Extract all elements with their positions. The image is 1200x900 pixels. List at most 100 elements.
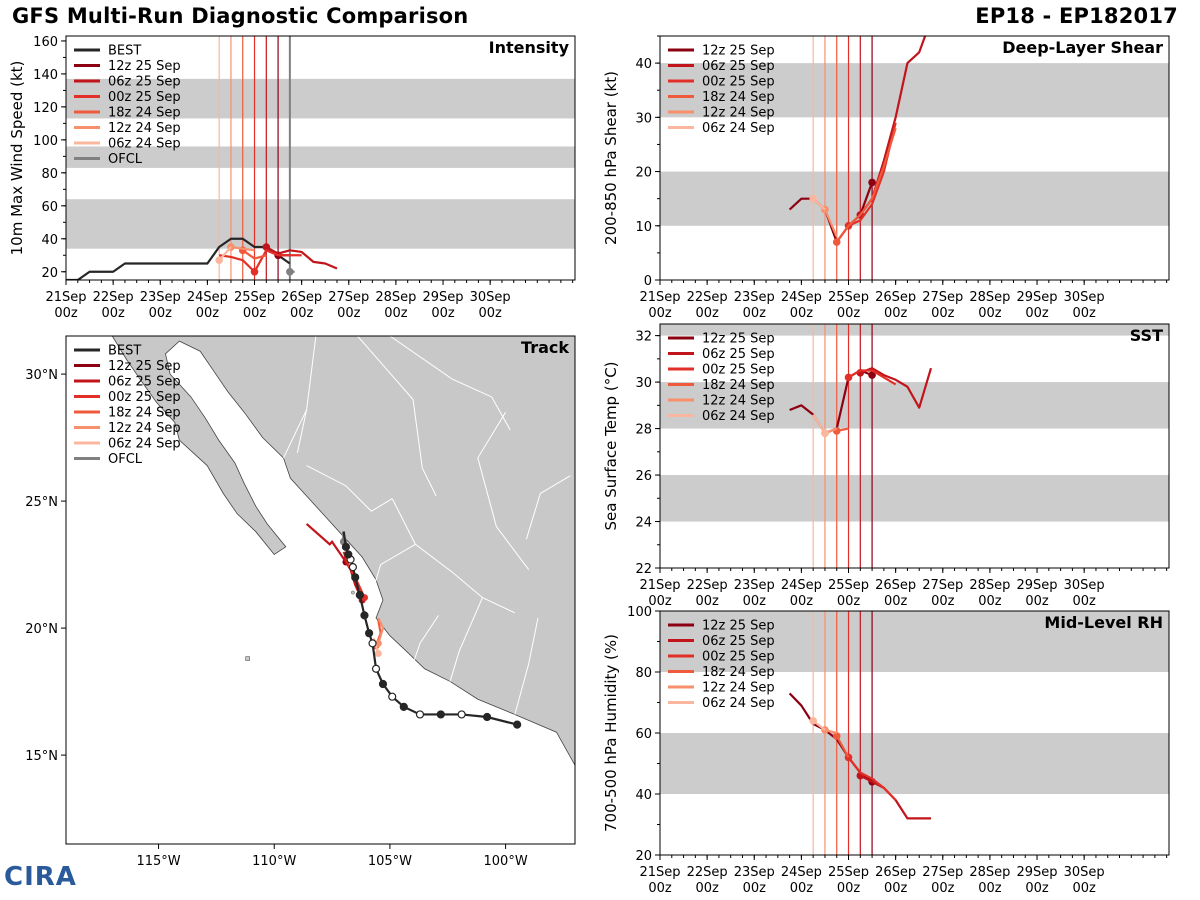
sst-marker-run_06z24 [821, 429, 829, 438]
intensity-xtick-label: 00z [431, 306, 455, 321]
sst-ytick-label: 32 [635, 330, 652, 345]
shear-xtick-label: 28Sep [969, 290, 1010, 305]
rh-xtick-label: 25Sep [828, 865, 869, 880]
intensity-legend-label-best: BEST [108, 44, 141, 59]
rh-xtick-label: 24Sep [781, 865, 822, 880]
shear-band-0 [660, 171, 1169, 226]
rh-xtick-label: 00z [1025, 881, 1049, 896]
intensity-legend-label-run_06z25: 06z 25 Sep [108, 75, 181, 90]
rh-marker-run_06z24 [809, 717, 817, 725]
sst-xtick-label: 00z [648, 594, 672, 609]
sst-marker-run_18z24 [832, 427, 841, 435]
track-best-point [378, 679, 388, 689]
sst-ytick-label: 24 [635, 516, 652, 531]
intensity-legend-label-run_12z25: 12z 25 Sep [108, 59, 181, 74]
sst-ytick-label: 28 [635, 423, 652, 438]
sst-legend-label-run_06z24: 06z 24 Sep [702, 409, 775, 424]
track-plot-area [66, 336, 575, 767]
track-best-point [399, 702, 408, 711]
shear-xtick-label: 23Sep [734, 290, 775, 305]
state-border-8 [514, 617, 539, 715]
shear-xtick-label: 00z [978, 306, 1002, 321]
sst-xtick-label: 26Sep [875, 578, 916, 593]
intensity-ytick-label: 20 [41, 266, 58, 281]
shear-xtick-label: 30Sep [1064, 290, 1105, 305]
intensity-xtick-label: 30Sep [470, 290, 511, 305]
track-panel-title: Track [521, 338, 569, 357]
intensity-xtick-label: 00z [149, 306, 173, 321]
shear-xtick-label: 00z [1025, 306, 1049, 321]
shear-panel-title: Deep-Layer Shear [1002, 38, 1163, 57]
track-run-run_06z25 [305, 523, 364, 601]
sst-xtick-label: 00z [695, 594, 719, 609]
intensity-legend-label-run_18z24: 18z 24 Sep [108, 106, 181, 121]
intensity-xtick-label: 00z [54, 306, 78, 321]
shear-ytick-label: 0 [644, 274, 652, 289]
sst-frame [659, 323, 1170, 569]
rh-plot-area [660, 611, 1169, 855]
shear-legend-label-run_06z24: 06z 24 Sep [702, 121, 775, 136]
panel-sst: 22242628303221Sep00z22Sep00z23Sep00z24Se… [602, 323, 1170, 609]
shear-band-1 [660, 63, 1169, 118]
rh-xtick-label: 00z [790, 881, 814, 896]
panel-track: 115°W 110°W 105°W 100°W 15°N 20°N 25°N 30°N Trac… [25, 335, 576, 869]
sst-ytick-label: 30 [635, 376, 652, 391]
shear-xtick-label: 00z [790, 306, 814, 321]
track-best-point [355, 590, 364, 600]
intensity-ytick-label: 100 [33, 134, 58, 149]
intensity-band-2 [66, 78, 575, 119]
shear-legend-label-run_06z25: 06z 25 Sep [702, 59, 775, 74]
rh-legend-label-run_12z25: 12z 25 Sep [702, 619, 775, 634]
sst-band-0 [660, 475, 1169, 522]
shear-xtick-label: 22Sep [687, 290, 728, 305]
track-xtick-label: 105°W [368, 854, 412, 869]
shear-legend-label-run_00z25: 00z 25 Sep [702, 75, 775, 90]
track-best-point [360, 611, 369, 620]
intensity-ytick-label: 140 [33, 68, 58, 83]
rh-ytick-label: 40 [635, 788, 652, 803]
rh-legend-label-run_00z25: 00z 25 Sep [702, 650, 775, 665]
intensity-xtick-label: 25Sep [234, 290, 275, 305]
rh-legend-label-run_06z25: 06z 25 Sep [702, 634, 775, 649]
track-legend-label-run_00z25: 00z 25 Sep [108, 390, 181, 405]
track-xtick-label: 100°W [484, 854, 528, 869]
state-border-6 [449, 597, 483, 682]
intensity-xtick-label: 22Sep [93, 290, 134, 305]
shear-xtick-label: 00z [931, 306, 955, 321]
intensity-frame [65, 35, 576, 281]
rh-xtick-label: 26Sep [875, 865, 916, 880]
sst-legend-label-run_00z25: 00z 25 Sep [702, 363, 775, 378]
intensity-xtick-label: 29Sep [423, 290, 464, 305]
shear-xtick-label: 00z [837, 306, 861, 321]
sst-legend-label-run_06z25: 06z 25 Sep [702, 347, 775, 362]
state-border-11 [283, 409, 308, 459]
shear-series-run_12z24 [823, 209, 838, 238]
rh-marker-run_18z24 [832, 732, 841, 740]
intensity-legend-label-run_12z24: 12z 24 Sep [108, 121, 181, 136]
intensity-ytick-label: 160 [33, 35, 58, 50]
state-border-5 [412, 615, 439, 664]
sst-legend-label-run_12z25: 12z 25 Sep [702, 332, 775, 347]
rh-panel-title: Mid-Level RH [1044, 613, 1163, 632]
track-run-marker-run_06z24 [374, 650, 382, 657]
panel-intensity: 2040608010012014016021Sep00z22Sep00z23Se… [8, 35, 576, 321]
shear-xtick-label: 21Sep [639, 290, 680, 305]
state-border-10 [389, 336, 511, 431]
rh-band-0 [660, 733, 1169, 794]
shear-legend-label-run_12z24: 12z 24 Sep [702, 106, 775, 121]
shear-ytick-label: 30 [635, 111, 652, 126]
sst-series-run_00z25 [847, 369, 897, 386]
shear-xtick-label: 00z [1072, 306, 1096, 321]
rh-xtick-label: 00z [648, 881, 672, 896]
intensity-xtick-label: 00z [384, 306, 408, 321]
sst-legend-label-run_12z24: 12z 24 Sep [702, 394, 775, 409]
rh-series-run_00z25 [847, 756, 897, 801]
sst-xtick-label: 25Sep [828, 578, 869, 593]
sst-plot-area [660, 324, 1169, 568]
shear-frame [659, 35, 1170, 281]
intensity-ytick-label: 80 [41, 167, 58, 182]
track-xtick-label: 115°W [136, 854, 180, 869]
